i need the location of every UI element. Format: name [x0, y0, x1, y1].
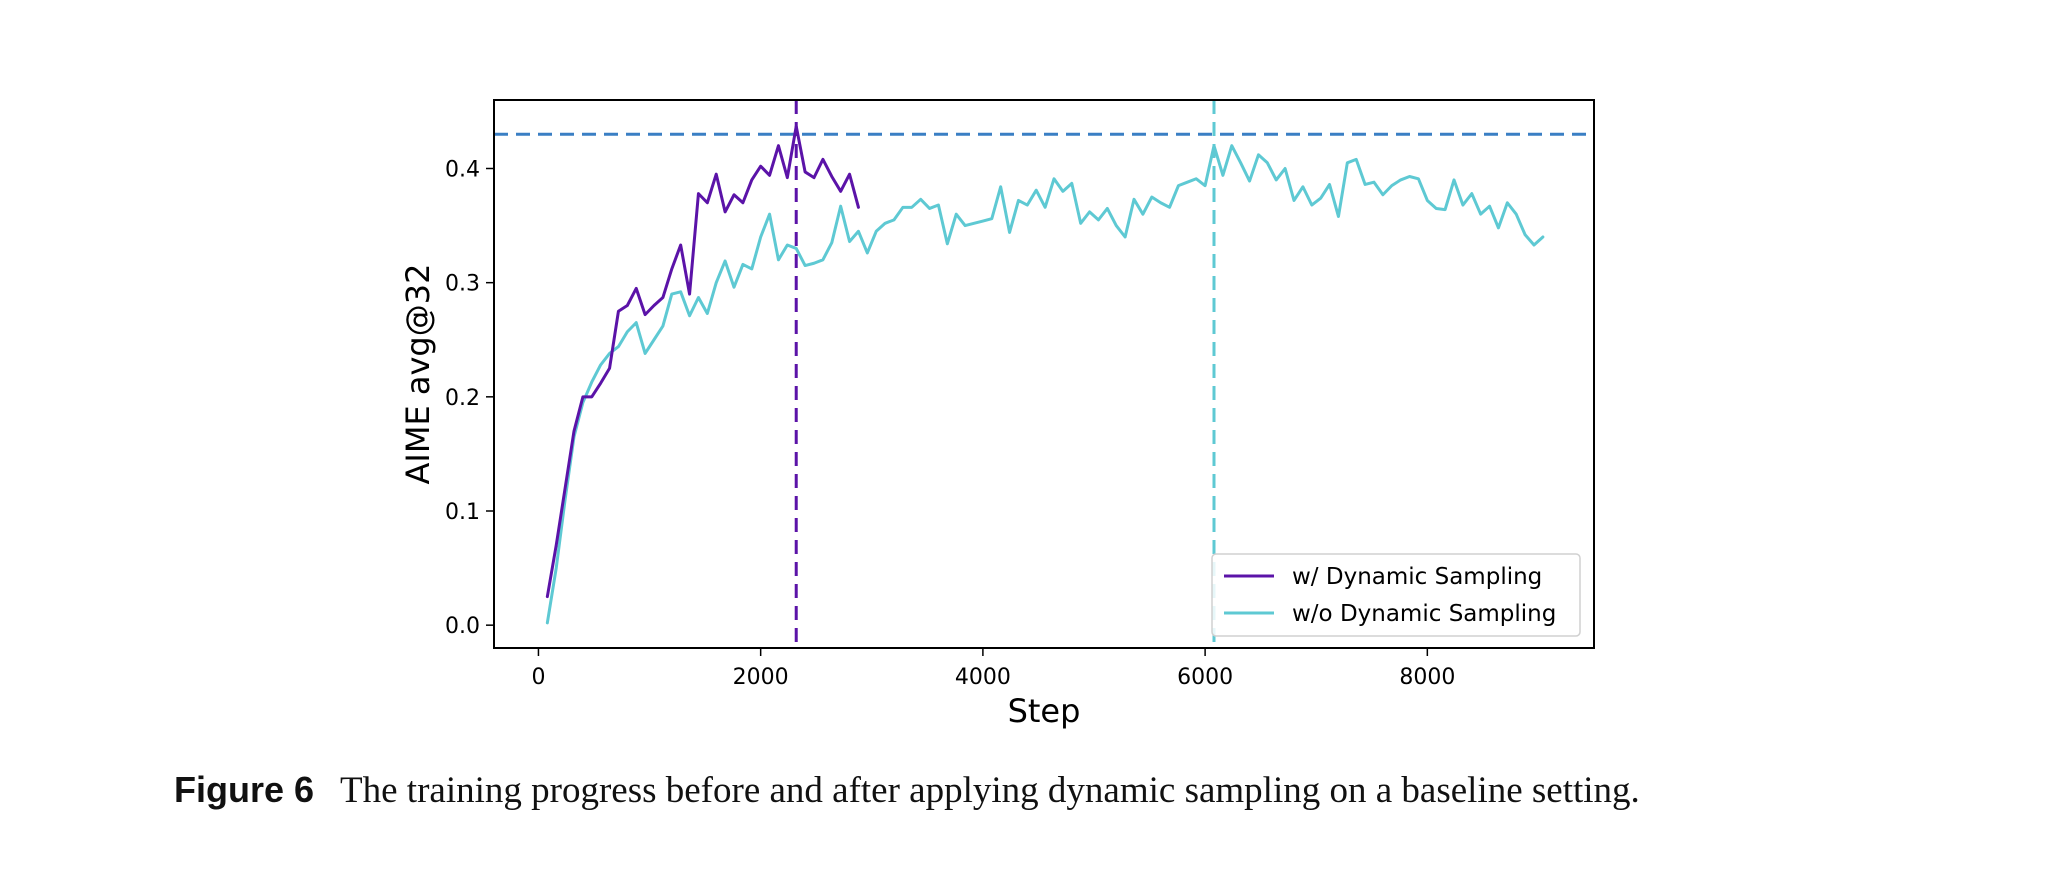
x-axis-ticks: 0 2000 4000 6000 8000 [531, 648, 1455, 690]
plot-frame [493, 99, 1595, 649]
legend: w/ Dynamic Sampling w/o Dynamic Sampling [1211, 553, 1581, 637]
y-axis-label: AIME avg@32 [399, 264, 437, 485]
x-tick-label: 2000 [733, 665, 789, 690]
x-tick-label: 0 [531, 665, 545, 690]
series-group [545, 124, 1545, 625]
y-axis-ticks: 0.0 0.1 0.2 0.3 0.4 [445, 158, 494, 639]
reference-lines [494, 100, 1594, 648]
y-tick-label: 0.4 [445, 158, 480, 183]
training-progress-chart: 0 2000 4000 6000 8000 0.0 0.1 0.2 0.3 0.4 Step A… [399, 99, 1595, 730]
legend-label-without-dynamic-sampling: w/o Dynamic Sampling [1292, 601, 1556, 627]
x-tick-label: 6000 [1177, 665, 1233, 690]
y-tick-label: 0.3 [445, 272, 480, 297]
x-axis-label: Step [1008, 692, 1081, 730]
series-line-with-dynamic-sampling [545, 124, 860, 599]
caption-label: Figure 6 [174, 769, 315, 810]
legend-box [1211, 553, 1581, 637]
legend-label-with-dynamic-sampling: w/ Dynamic Sampling [1292, 564, 1542, 590]
caption-text: The training progress before and after a… [340, 770, 1640, 811]
y-tick-label: 0.0 [445, 614, 480, 639]
y-tick-label: 0.2 [445, 386, 480, 411]
x-tick-label: 4000 [955, 665, 1011, 690]
figure-caption: Figure 6 The training progress before and… [174, 760, 1974, 820]
y-tick-label: 0.1 [445, 500, 480, 525]
series-line-without-dynamic-sampling [545, 144, 1545, 625]
x-tick-label: 8000 [1399, 665, 1455, 690]
